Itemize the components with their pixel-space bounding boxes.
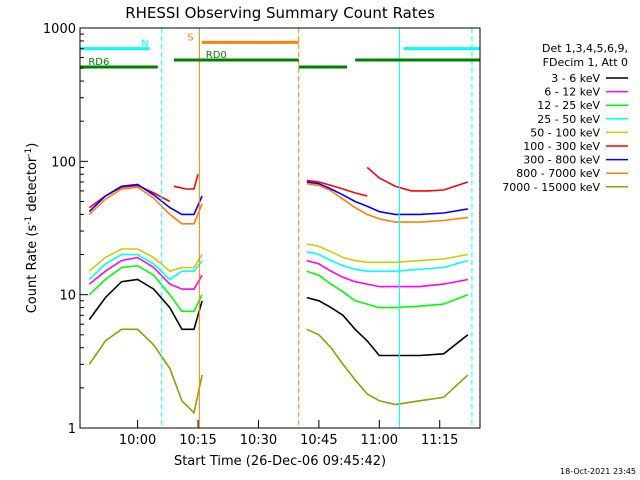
annotation-label-2: RD0 bbox=[206, 50, 227, 61]
series-line-7-0 bbox=[88, 186, 203, 225]
legend-label-7: 800 - 7000 keV bbox=[516, 167, 600, 180]
legend-label-8: 7000 - 15000 keV bbox=[502, 181, 600, 194]
series-line-4-1 bbox=[306, 243, 469, 264]
series-line-5-1 bbox=[173, 174, 199, 190]
legend-label-5: 100 - 300 keV bbox=[523, 140, 600, 153]
legend-header-2: FDecim 1, Att 0 bbox=[543, 56, 628, 69]
series-line-4-0 bbox=[88, 248, 203, 273]
series-line-6-0 bbox=[88, 183, 203, 216]
y-axis-label-tail: detector bbox=[25, 156, 40, 216]
series-line-5-2 bbox=[306, 179, 368, 197]
series-line-0-0 bbox=[88, 278, 203, 331]
series-line-3-0 bbox=[88, 253, 203, 281]
y-ticks: 1 10 100 1000 bbox=[43, 22, 88, 437]
x-tick-label-0: 10:00 bbox=[119, 433, 156, 448]
legend-label-2: 12 - 25 keV bbox=[537, 99, 600, 112]
annotations: N S RD0 RD6 bbox=[79, 28, 480, 428]
series-line-8-0 bbox=[88, 328, 203, 415]
series-line-8-1 bbox=[306, 328, 469, 406]
legend-label-3: 25 - 50 keV bbox=[537, 113, 600, 126]
series-line-1-0 bbox=[88, 256, 203, 290]
annotation-label-3: RD6 bbox=[88, 57, 109, 68]
y-axis-label: Count Rate (s-1 detector-1) bbox=[24, 143, 40, 314]
plot-frame bbox=[79, 27, 481, 429]
y-tick-label-0: 1 bbox=[68, 422, 76, 437]
series-line-2-0 bbox=[88, 264, 203, 313]
series-line-5-3 bbox=[366, 166, 469, 192]
y-axis-label-sup: -1 bbox=[24, 216, 34, 225]
series-line-2-1 bbox=[306, 270, 469, 309]
x-tick-label-2: 10:30 bbox=[240, 433, 277, 448]
x-axis-label: Start Time (26-Dec-06 09:45:42) bbox=[174, 454, 386, 469]
series-line-7-1 bbox=[306, 182, 469, 223]
legend-label-6: 300 - 800 keV bbox=[523, 154, 600, 167]
series-line-0-1 bbox=[306, 296, 469, 357]
legend-label-0: 3 - 6 keV bbox=[551, 72, 600, 85]
legend-label-4: 50 - 100 keV bbox=[530, 126, 600, 139]
annotation-label-0: N bbox=[141, 39, 148, 50]
x-tick-label-4: 11:00 bbox=[361, 433, 398, 448]
annotation-label-1: S bbox=[187, 32, 193, 43]
x-ticks: 10:00 10:15 10:30 10:45 11:00 11:15 bbox=[119, 420, 458, 448]
series-line-3-1 bbox=[306, 250, 469, 273]
series-line-1-1 bbox=[306, 259, 469, 288]
y-axis-label-main: Count Rate (s bbox=[25, 225, 40, 314]
y-tick-label-2: 100 bbox=[51, 155, 76, 170]
y-axis-label-sup2: -1 bbox=[24, 148, 34, 157]
legend-label-1: 6 - 12 keV bbox=[544, 86, 600, 99]
y-tick-label-3: 1000 bbox=[43, 22, 76, 37]
x-tick-label-3: 10:45 bbox=[300, 433, 337, 448]
legend-header-1: Det 1,3,4,5,6,9, bbox=[542, 42, 628, 55]
legend: Det 1,3,4,5,6,9, FDecim 1, Att 0 3 - 6 k… bbox=[502, 42, 628, 194]
x-tick-label-5: 11:15 bbox=[421, 433, 458, 448]
footer-date: 18-Oct-2021 23:45 bbox=[560, 467, 636, 476]
plot-lines bbox=[88, 166, 469, 415]
chart-title: RHESSI Observing Summary Count Rates bbox=[125, 4, 435, 22]
y-tick-label-1: 10 bbox=[59, 289, 76, 304]
y-axis-label-end: ) bbox=[25, 143, 40, 148]
series-line-6-1 bbox=[306, 181, 469, 216]
x-tick-label-1: 10:15 bbox=[179, 433, 216, 448]
